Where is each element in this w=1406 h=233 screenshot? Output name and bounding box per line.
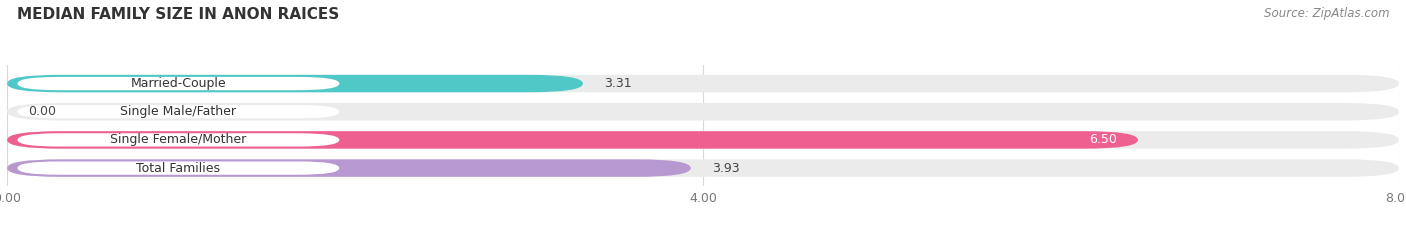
- Text: 3.93: 3.93: [711, 161, 740, 175]
- FancyBboxPatch shape: [17, 133, 339, 147]
- Text: 3.31: 3.31: [603, 77, 631, 90]
- FancyBboxPatch shape: [7, 75, 583, 92]
- FancyBboxPatch shape: [7, 131, 1399, 149]
- FancyBboxPatch shape: [7, 75, 1399, 92]
- Text: 0.00: 0.00: [28, 105, 56, 118]
- Text: 6.50: 6.50: [1090, 134, 1118, 146]
- FancyBboxPatch shape: [7, 103, 1399, 120]
- Text: Single Female/Mother: Single Female/Mother: [110, 134, 246, 146]
- FancyBboxPatch shape: [7, 131, 1137, 149]
- Text: Married-Couple: Married-Couple: [131, 77, 226, 90]
- Text: Source: ZipAtlas.com: Source: ZipAtlas.com: [1264, 7, 1389, 20]
- FancyBboxPatch shape: [17, 77, 339, 90]
- Text: Single Male/Father: Single Male/Father: [121, 105, 236, 118]
- Text: Total Families: Total Families: [136, 161, 221, 175]
- FancyBboxPatch shape: [17, 161, 339, 175]
- FancyBboxPatch shape: [17, 105, 339, 118]
- FancyBboxPatch shape: [7, 159, 690, 177]
- Text: MEDIAN FAMILY SIZE IN ANON RAICES: MEDIAN FAMILY SIZE IN ANON RAICES: [17, 7, 339, 22]
- FancyBboxPatch shape: [7, 159, 1399, 177]
